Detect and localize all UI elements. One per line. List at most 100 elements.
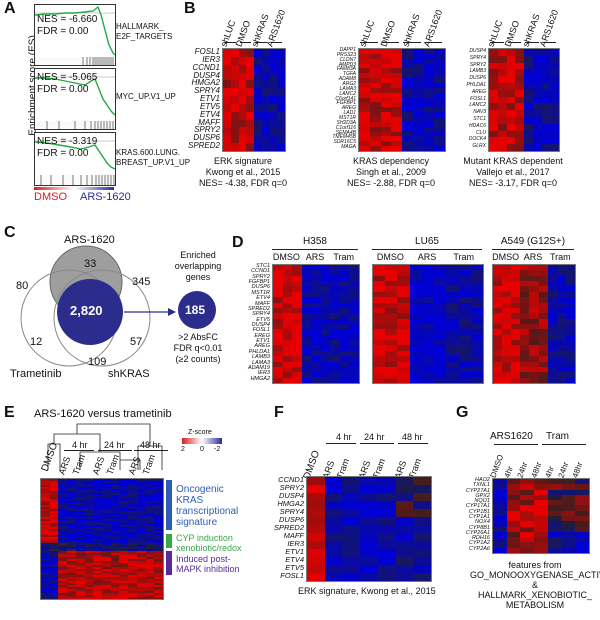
heatmap-cell <box>395 501 414 510</box>
gene-label: AREG <box>341 105 356 112</box>
heatmap-cell <box>84 493 94 496</box>
gsea-nes-3: NES = -3.319 <box>37 136 98 147</box>
heatmap-cell <box>41 527 51 530</box>
gene-label: TMEM45B <box>332 134 356 141</box>
heatmap-cell <box>110 575 121 578</box>
heatmap-cell <box>145 481 155 484</box>
heatmap-cell <box>223 72 232 81</box>
heatmap-cell <box>145 559 155 562</box>
heatmap-cell <box>342 533 361 542</box>
heatmap-cell <box>119 549 129 552</box>
heatmap-cell <box>369 107 382 113</box>
heatmap-cell <box>41 553 51 556</box>
gene-label: CYP27A1 <box>465 487 490 494</box>
b-caption-line: KRAS dependency <box>352 156 430 166</box>
heatmap-cell <box>119 483 129 486</box>
gene-label: DUSP6 <box>251 284 270 291</box>
heatmap-cell <box>136 553 147 556</box>
heatmap-cell <box>547 275 558 282</box>
heatmap-cell <box>434 286 447 293</box>
heatmap-cell <box>409 372 423 379</box>
heatmap-cell <box>506 117 516 125</box>
heatmap-cell <box>246 127 255 136</box>
heatmap-cell <box>520 281 531 288</box>
enriched-line-3: genes <box>185 272 211 282</box>
heatmap-cell <box>515 144 525 151</box>
heatmap-cell <box>110 497 121 500</box>
heatmap-cell <box>434 291 447 298</box>
heatmap-cell <box>534 510 549 517</box>
heatmap-cell <box>154 509 163 512</box>
heatmap-cell <box>49 549 60 552</box>
heatmap-cell <box>128 521 138 524</box>
heatmap-cell <box>136 547 147 550</box>
heatmap-cell <box>377 565 397 574</box>
heatmap-cell <box>301 324 312 330</box>
heatmap-cell <box>349 270 359 277</box>
heatmap-cell <box>49 479 60 482</box>
g-col-label: 4hr <box>502 465 515 479</box>
heatmap-cell <box>273 366 284 373</box>
gsea-fdr-2: FDR = 0.00 <box>37 84 89 95</box>
criteria-line-2: FDR q<0.01 <box>173 343 223 353</box>
heatmap-cell <box>223 119 232 129</box>
heatmap-cell <box>529 372 540 379</box>
heatmap-cell <box>550 117 559 125</box>
heatmap-cell <box>84 575 94 578</box>
heatmap-cell <box>532 89 543 98</box>
heatmap-cell <box>230 143 240 151</box>
heatmap-cell <box>119 501 129 504</box>
d-group-bar <box>492 249 574 250</box>
heatmap-cell <box>102 509 112 512</box>
heatmap-cell <box>520 366 531 373</box>
b-caption-line: NES= -2.88, FDR q=0 <box>346 178 436 188</box>
heatmap-cell <box>128 505 138 508</box>
heatmap-cell <box>506 103 516 111</box>
gsea-fdr-1: FDR = 0.00 <box>37 26 89 37</box>
heatmap-cell <box>359 83 371 89</box>
heatmap-cell <box>75 523 86 526</box>
heatmap-cell <box>493 302 503 309</box>
heatmap-cell <box>529 270 540 277</box>
heatmap-cell <box>110 483 121 486</box>
heatmap-cell <box>41 555 51 558</box>
heatmap-cell <box>359 78 371 84</box>
heatmap-cell <box>110 547 121 550</box>
gene-label: CCND1 <box>251 268 270 275</box>
heatmap-cell <box>342 549 361 558</box>
gsea-set-3a: KRAS.600.LUNG. <box>116 148 181 157</box>
heatmap-cell <box>575 516 589 522</box>
heatmap-cell <box>128 489 138 492</box>
heatmap-cell <box>520 286 531 293</box>
heatmap-cell <box>238 127 247 136</box>
heatmap-cell <box>342 485 361 494</box>
heatmap-cell <box>359 68 371 74</box>
heatmap-cell <box>385 366 399 373</box>
heatmap-cell <box>119 553 129 556</box>
heatmap-cell <box>520 313 531 320</box>
heatmap-cell <box>547 345 558 352</box>
heatmap-cell <box>102 567 112 570</box>
heatmap-cell <box>301 286 312 293</box>
heatmap-cell <box>307 549 326 558</box>
gsea-rank-bar <box>34 187 114 190</box>
heatmap-cell <box>520 510 535 517</box>
heatmap-cell <box>547 537 563 544</box>
heatmap-cell <box>524 117 534 125</box>
heatmap-cell <box>67 519 77 522</box>
heatmap-cell <box>575 479 589 485</box>
heatmap-cell <box>154 567 163 570</box>
heatmap-cell <box>277 49 285 58</box>
heatmap-cell <box>373 291 386 298</box>
heatmap-cell <box>93 593 103 596</box>
heatmap-cell <box>413 485 431 494</box>
annot-induced-1: Induced post- <box>176 554 231 564</box>
heatmap-cell <box>470 372 483 379</box>
heatmap-cell <box>110 515 121 518</box>
heatmap-cell <box>324 565 344 574</box>
heatmap-cell <box>502 361 512 368</box>
heatmap-cell <box>547 265 558 271</box>
d-heatmap-2 <box>372 264 484 384</box>
heatmap-cell <box>493 334 503 341</box>
heatmap-cell <box>102 493 112 496</box>
